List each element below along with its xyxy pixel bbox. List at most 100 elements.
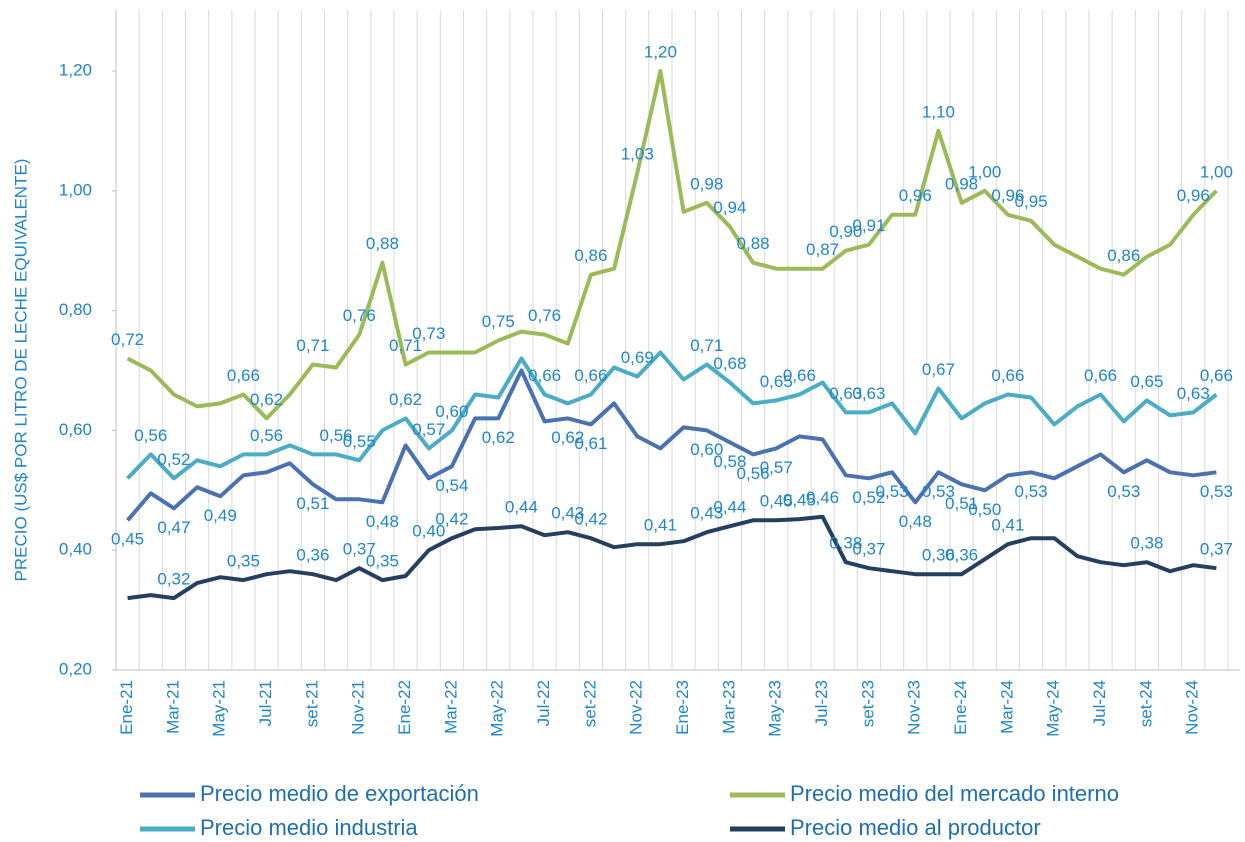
- data-label: 0,71: [389, 336, 422, 355]
- data-label: 0,72: [111, 330, 144, 349]
- data-label: 0,71: [296, 336, 329, 355]
- data-label: 0,63: [852, 384, 885, 403]
- data-label: 0,44: [713, 498, 746, 517]
- x-tick-label: Mar-23: [719, 680, 738, 734]
- x-tick-label: Jul-24: [1090, 680, 1109, 726]
- data-label: 1,20: [644, 42, 677, 61]
- x-tick-label: May-24: [1044, 680, 1063, 737]
- data-label: 0,56: [737, 464, 770, 483]
- data-label: 0,69: [621, 348, 654, 367]
- data-label: 0,43: [690, 504, 723, 523]
- series-line: [126, 350, 1218, 481]
- data-label: 0,56: [250, 426, 283, 445]
- data-label: 0,48: [899, 512, 932, 531]
- data-label: 0,75: [482, 312, 515, 331]
- data-label: 0,98: [690, 174, 723, 193]
- data-label: 0,52: [852, 488, 885, 507]
- data-label: 0,52: [157, 450, 190, 469]
- data-label: 0,56: [134, 426, 167, 445]
- legend-label: Precio medio de exportación: [200, 781, 479, 806]
- y-tick-label: 1,00: [59, 180, 92, 199]
- data-label: 0,68: [713, 354, 746, 373]
- data-label: 1,03: [621, 144, 654, 163]
- data-label: 0,55: [343, 432, 376, 451]
- data-label: 0,96: [991, 186, 1024, 205]
- x-tick-label: Ene-23: [673, 680, 692, 735]
- y-tick-label: 0,40: [59, 540, 92, 559]
- data-label: 0,36: [296, 546, 329, 565]
- data-label: 0,66: [1084, 366, 1117, 385]
- x-tick-label: May-21: [210, 680, 229, 737]
- data-label: 0,42: [574, 510, 607, 529]
- data-label: 0,65: [1130, 372, 1163, 391]
- data-label: 0,53: [1015, 482, 1048, 501]
- y-tick-label: 0,60: [59, 420, 92, 439]
- data-label: 0,60: [435, 402, 468, 421]
- data-label: 0,66: [1200, 366, 1233, 385]
- data-label: 0,95: [1015, 192, 1048, 211]
- x-tick-label: Mar-24: [997, 680, 1016, 734]
- x-tick-label: Ene-22: [395, 680, 414, 735]
- data-label: 0,50: [968, 500, 1001, 519]
- data-label: 0,67: [922, 360, 955, 379]
- data-label: 0,53: [1200, 482, 1233, 501]
- x-tick-label: Ene-21: [117, 680, 136, 735]
- x-tick-label: set-22: [580, 680, 599, 727]
- x-tick-label: Nov-23: [905, 680, 924, 735]
- data-label: 0,63: [829, 384, 862, 403]
- data-label: 1,00: [1200, 162, 1233, 181]
- data-label: 0,66: [574, 366, 607, 385]
- data-label: 1,10: [922, 102, 955, 121]
- data-label: 0,45: [760, 492, 793, 511]
- x-tick-label: Jul-21: [256, 680, 275, 726]
- x-tick-label: May-22: [488, 680, 507, 737]
- data-label: 0,86: [574, 246, 607, 265]
- data-label: 0,56: [320, 426, 353, 445]
- data-label: 0,35: [366, 552, 399, 571]
- data-label: 0,66: [528, 366, 561, 385]
- data-label: 0,94: [713, 198, 746, 217]
- data-label: 1,00: [968, 162, 1001, 181]
- data-label: 0,65: [760, 372, 793, 391]
- data-label: 0,36: [922, 546, 955, 565]
- data-label: 0,96: [1177, 186, 1210, 205]
- data-label: 0,87: [806, 240, 839, 259]
- data-label: 0,41: [991, 516, 1024, 535]
- series-line: [126, 368, 1217, 522]
- x-tick-label: Nov-24: [1183, 680, 1202, 735]
- data-label: 0,61: [574, 434, 607, 453]
- legend-label: Precio medio industria: [200, 815, 418, 840]
- x-tick-label: Jul-22: [534, 680, 553, 726]
- x-tick-label: Nov-22: [627, 680, 646, 735]
- series-line: [127, 514, 1217, 601]
- y-tick-label: 0,20: [59, 659, 92, 678]
- data-label: 0,51: [296, 494, 329, 513]
- x-tick-label: set-21: [302, 680, 321, 727]
- data-label: 0,91: [852, 216, 885, 235]
- data-label: 0,38: [829, 534, 862, 553]
- x-tick-label: set-23: [858, 680, 877, 727]
- legend-label: Precio medio del mercado interno: [790, 781, 1119, 806]
- data-label: 0,54: [435, 476, 468, 495]
- series-line: [126, 69, 1218, 421]
- data-label: 0,86: [1107, 246, 1140, 265]
- data-label: 0,41: [644, 516, 677, 535]
- data-label: 0,38: [1130, 534, 1163, 553]
- data-label: 0,76: [343, 306, 376, 325]
- data-label: 0,46: [806, 488, 839, 507]
- data-label: 0,32: [157, 570, 190, 589]
- data-label: 0,66: [227, 366, 260, 385]
- data-label: 0,71: [690, 336, 723, 355]
- data-label: 0,40: [412, 522, 445, 541]
- data-label: 0,37: [343, 540, 376, 559]
- data-label: 0,57: [760, 458, 793, 477]
- x-tick-label: Mar-22: [441, 680, 460, 734]
- data-label: 0,66: [991, 366, 1024, 385]
- data-label: 0,90: [829, 222, 862, 241]
- data-label: 0,42: [435, 510, 468, 529]
- y-axis-label: PRECIO (US$ POR LITRO DE LECHE EQUIVALEN…: [11, 159, 30, 582]
- x-tick-label: Mar-21: [163, 680, 182, 734]
- y-tick-label: 1,20: [59, 60, 92, 79]
- data-label: 0,47: [157, 518, 190, 537]
- data-label: 0,88: [366, 234, 399, 253]
